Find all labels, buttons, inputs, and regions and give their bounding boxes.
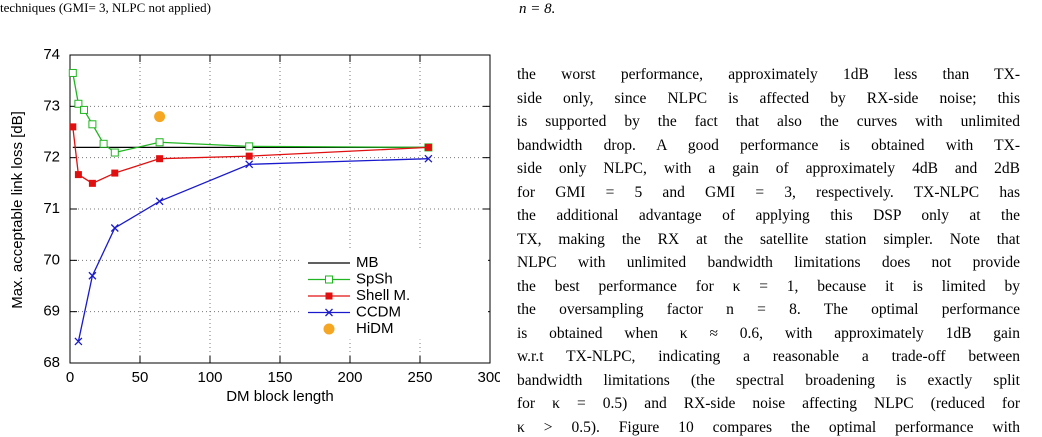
text-line: NLPC with unlimited bandwidth limitation…	[517, 254, 1020, 271]
legend-label: CCDM	[356, 303, 401, 320]
legend-label: HiDM	[356, 320, 394, 337]
top-fragment: n = 8.	[519, 1, 556, 17]
x-tick-label: 100	[197, 369, 222, 386]
plot-frame	[69, 54, 491, 364]
y-tick-label: 68	[43, 354, 60, 371]
marker	[68, 68, 77, 77]
x-tick-label: 250	[407, 369, 432, 386]
text-line: TX, making the RX at the satellite stati…	[517, 230, 1020, 248]
text-line: the additional advantage of applying thi…	[517, 207, 1020, 224]
series-line	[77, 158, 429, 342]
marker	[245, 160, 254, 169]
text-line: the oversampling factor n = 8. The optim…	[517, 301, 1020, 318]
marker	[245, 142, 254, 151]
series-line	[72, 72, 429, 154]
marker	[88, 179, 96, 187]
text-line: for κ = 0.5) and RX-side noise affecting…	[517, 395, 1020, 412]
marker	[88, 120, 97, 129]
caption-fragment: techniques (GMI= 3, NLPC not applied)	[0, 0, 211, 15]
marker	[110, 148, 119, 157]
legend-label: Shell M.	[356, 287, 410, 304]
legend-marker	[325, 275, 333, 284]
y-tick-label: 70	[43, 251, 60, 268]
y-tick-label: 73	[43, 97, 60, 114]
marker	[99, 139, 108, 148]
marker	[424, 154, 433, 163]
y-axis-label: Max. acceptable link loss [dB]	[9, 111, 26, 309]
y-tick-label: 69	[43, 303, 60, 320]
text-line: side only, since NLPC is affected by RX-…	[517, 89, 1020, 107]
marker	[154, 111, 166, 123]
marker	[74, 99, 83, 108]
legend-label: SpSh	[356, 270, 393, 287]
chart: DM block length Max. acceptable link los…	[9, 46, 500, 405]
text-line: the worst performance, approximately 1dB…	[517, 66, 1020, 83]
marker	[155, 138, 164, 147]
x-tick-label: 300	[477, 369, 500, 386]
y-tick-label: 74	[43, 46, 60, 63]
marker	[245, 152, 253, 160]
marker	[424, 143, 432, 151]
text-line: side only NLPC, with a gain of approxima…	[517, 160, 1020, 177]
marker	[69, 123, 77, 131]
marker	[156, 155, 164, 163]
text-line: bandwidth drop. A good performance is ob…	[517, 136, 1020, 154]
legend-marker	[325, 308, 333, 317]
x-tick-label: 200	[337, 369, 362, 386]
marker	[155, 197, 164, 206]
marker	[110, 224, 119, 232]
x-tick-label: 50	[132, 369, 149, 386]
text-line: bandwidth limitations (the spectral broa…	[517, 371, 1020, 389]
text-line: κ > 0.5). Figure 10 compares the optimal…	[517, 418, 1020, 436]
marker	[111, 169, 119, 177]
text-line: is supported by the fact that also the c…	[517, 113, 1020, 130]
legend-marker	[323, 323, 335, 335]
text-line: the best performance for κ = 1, because …	[517, 277, 1020, 295]
text-line: for GMI = 5 and GMI = 3, respectively. T…	[517, 183, 1020, 201]
text-line: is obtained when κ ≈ 0.6, with approxima…	[517, 324, 1020, 342]
x-tick-label: 0	[66, 369, 74, 386]
marker	[80, 105, 88, 114]
marker	[88, 271, 97, 280]
y-tick-label: 71	[43, 200, 60, 217]
legend-marker	[325, 292, 333, 300]
x-axis-label: DM block length	[226, 388, 334, 405]
x-tick-label: 150	[267, 369, 292, 386]
marker	[74, 337, 83, 346]
legend-label: MB	[356, 254, 379, 271]
text-line: w.r.t TX-NLPC, indicating a reasonable a…	[517, 348, 1020, 365]
y-tick-label: 72	[43, 149, 60, 166]
marker	[74, 171, 82, 179]
